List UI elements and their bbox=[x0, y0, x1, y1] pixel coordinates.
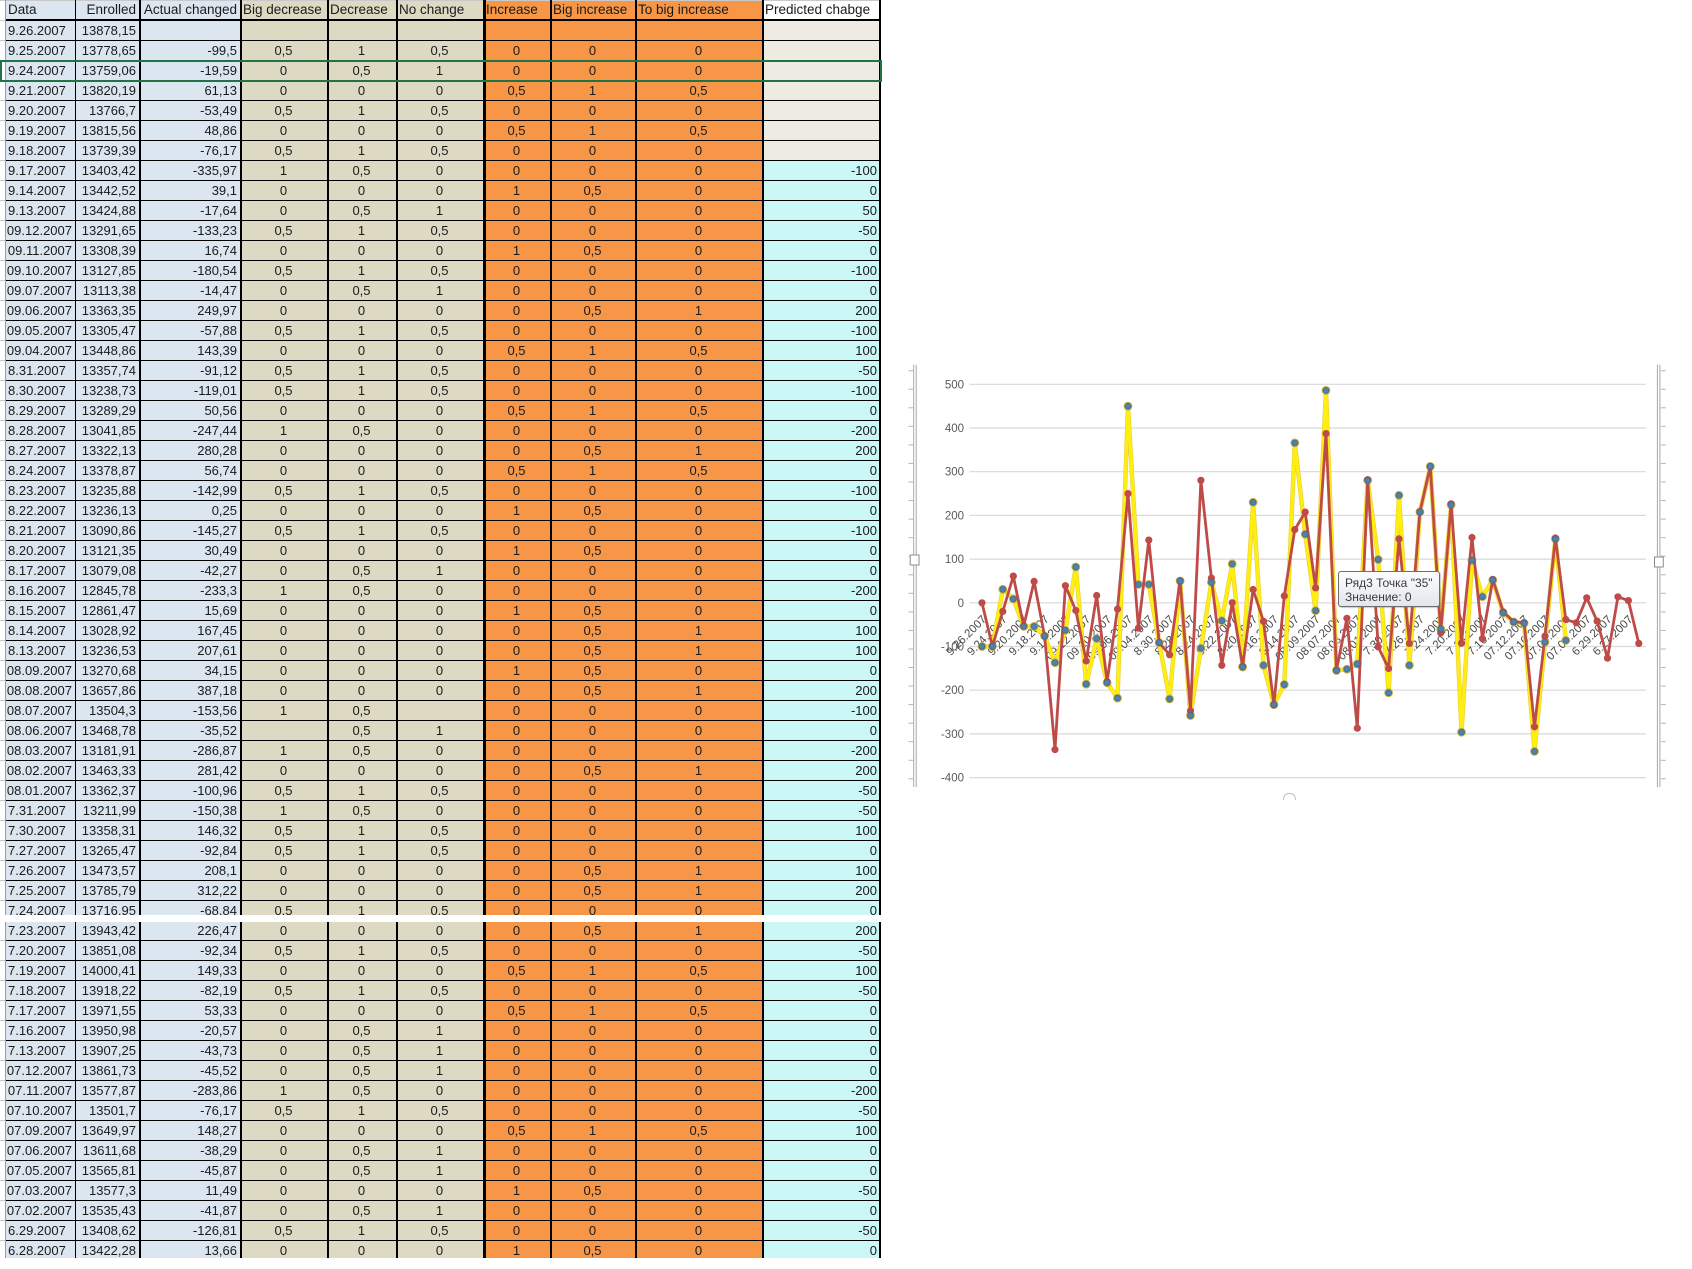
svg-text:500: 500 bbox=[945, 379, 964, 391]
svg-text:400: 400 bbox=[945, 423, 964, 435]
svg-text:-400: -400 bbox=[941, 773, 964, 785]
svg-text:-300: -300 bbox=[941, 729, 964, 741]
svg-text:-100: -100 bbox=[941, 642, 964, 654]
svg-text:300: 300 bbox=[945, 467, 964, 479]
svg-text:200: 200 bbox=[945, 510, 964, 522]
svg-text:-200: -200 bbox=[941, 685, 964, 697]
svg-text:100: 100 bbox=[945, 554, 964, 566]
svg-text:0: 0 bbox=[958, 598, 964, 610]
